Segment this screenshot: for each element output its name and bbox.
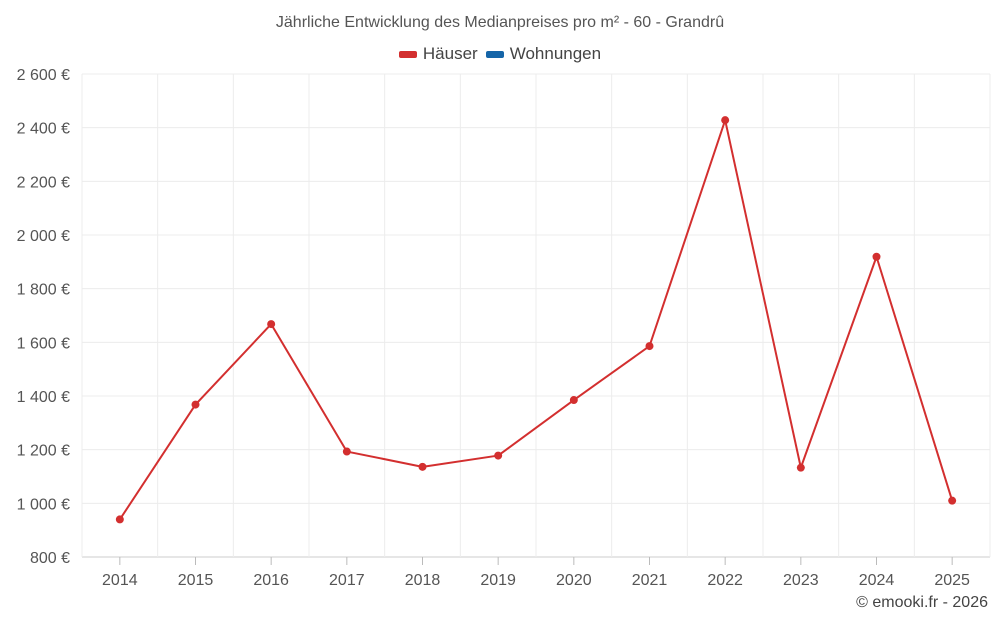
data-point xyxy=(191,400,200,409)
y-tick-label: 1 000 € xyxy=(17,496,70,513)
legend-swatch-wohnungen xyxy=(485,50,504,58)
data-point xyxy=(948,496,957,505)
legend-item-wohnungen[interactable]: Wohnungen xyxy=(485,44,602,64)
x-tick-label: 2014 xyxy=(102,572,138,589)
y-tick-label: 1 600 € xyxy=(17,335,70,352)
y-tick-label: 800 € xyxy=(30,550,70,567)
data-point xyxy=(342,447,351,456)
data-point xyxy=(418,462,427,471)
data-point xyxy=(872,252,881,261)
y-tick-label: 2 400 € xyxy=(17,121,70,138)
data-point xyxy=(721,116,730,125)
x-tick-label: 2015 xyxy=(178,572,214,589)
x-tick-label: 2020 xyxy=(556,572,592,589)
y-tick-label: 1 200 € xyxy=(17,443,70,460)
data-point xyxy=(569,396,578,405)
series-line-haeuser xyxy=(118,119,954,520)
legend-swatch-haeuser xyxy=(398,50,417,58)
data-point xyxy=(796,463,805,472)
y-tick-label: 2 000 € xyxy=(17,228,70,245)
legend: Häuser Wohnungen xyxy=(0,44,1000,64)
data-point xyxy=(115,515,124,524)
legend-label-wohnungen: Wohnungen xyxy=(509,44,602,63)
y-tick-label: 2 200 € xyxy=(17,174,70,191)
x-tick-label: 2018 xyxy=(405,572,441,589)
data-point xyxy=(494,451,503,460)
y-tick-label: 2 600 € xyxy=(17,67,70,84)
copyright: © emooki.fr - 2026 xyxy=(856,594,988,611)
x-tick-label: 2016 xyxy=(253,572,289,589)
data-point xyxy=(267,320,276,329)
y-tick-label: 1 800 € xyxy=(17,282,70,299)
data-point xyxy=(645,342,654,351)
x-tick-label: 2023 xyxy=(783,572,819,589)
x-tick-label: 2024 xyxy=(859,572,895,589)
x-tick-label: 2017 xyxy=(329,572,365,589)
legend-label-haeuser: Häuser xyxy=(422,44,478,63)
x-tick-label: 2021 xyxy=(632,572,668,589)
x-tick-label: 2022 xyxy=(707,572,743,589)
y-tick-label: 1 400 € xyxy=(17,389,70,406)
x-tick-label: 2025 xyxy=(934,572,970,589)
chart-title: Jährliche Entwicklung des Medianpreises … xyxy=(275,14,725,31)
legend-item-haeuser[interactable]: Häuser xyxy=(398,44,478,64)
x-tick-label: 2019 xyxy=(480,572,516,589)
